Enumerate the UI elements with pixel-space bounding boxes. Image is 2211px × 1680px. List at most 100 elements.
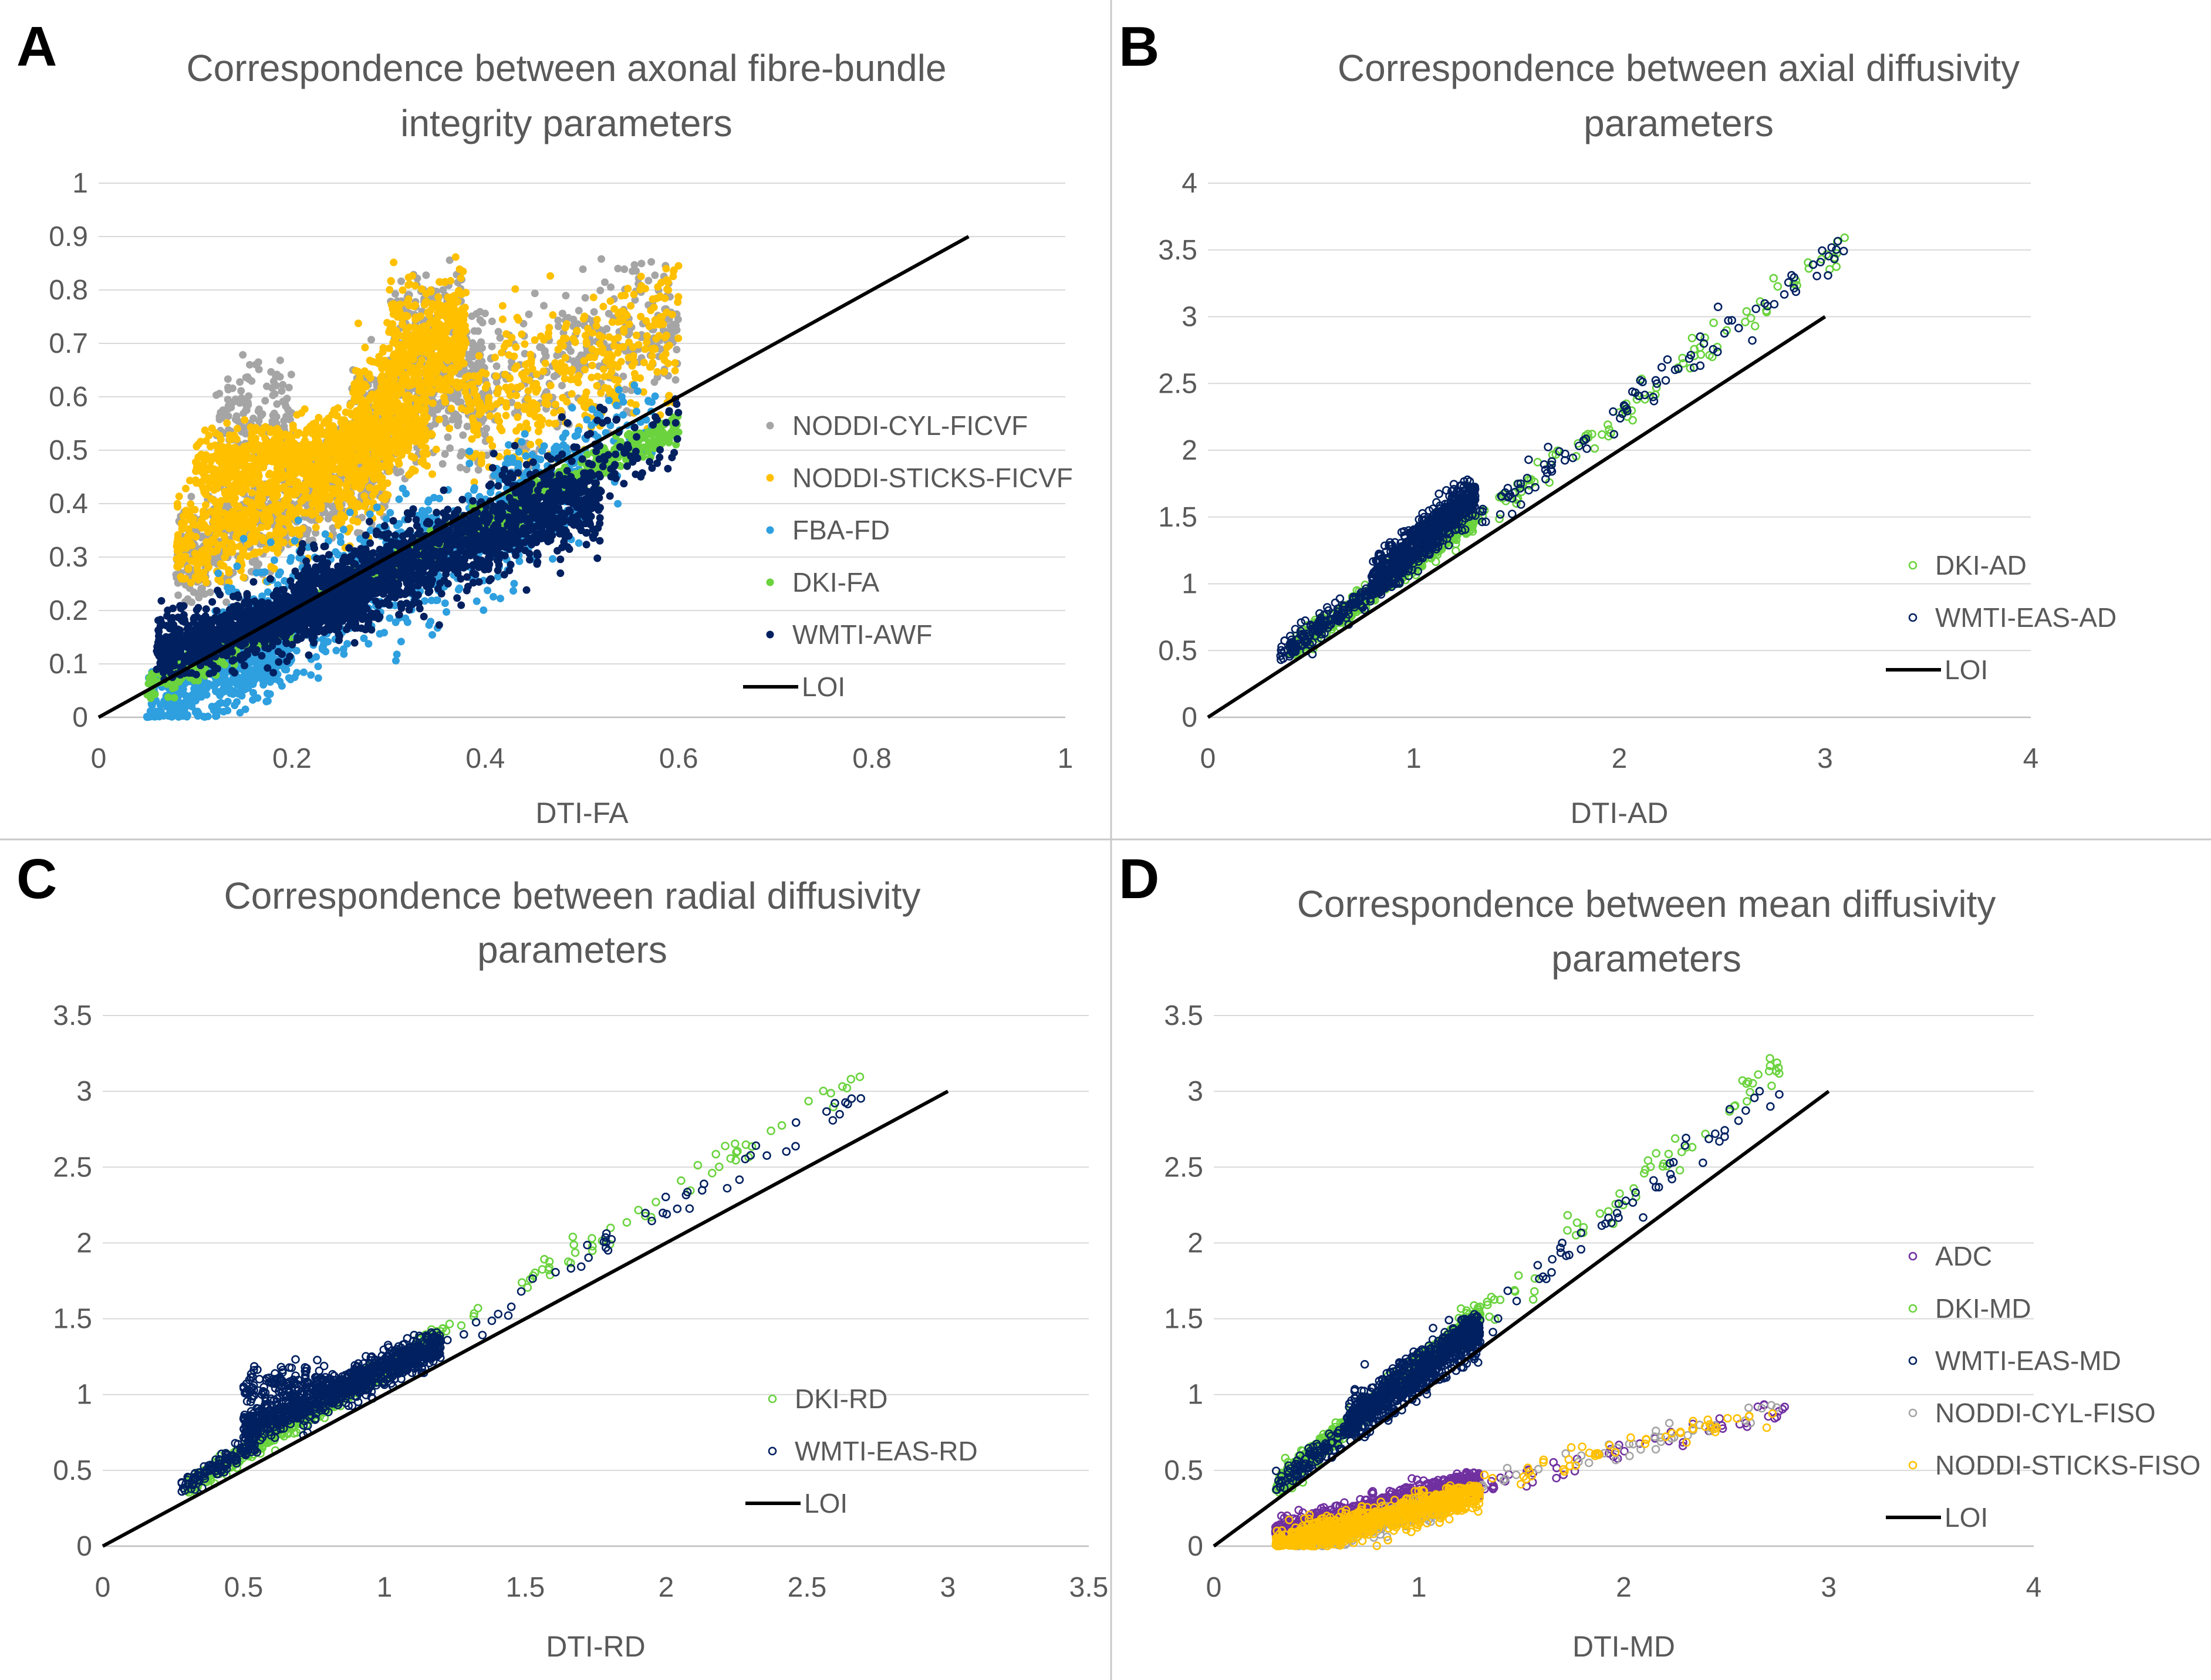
data-point <box>259 462 268 470</box>
data-point <box>496 334 504 342</box>
data-point <box>255 502 264 510</box>
data-point <box>421 407 429 416</box>
data-point <box>377 407 386 415</box>
data-point <box>643 332 651 340</box>
data-point <box>245 392 253 400</box>
data-point <box>248 558 256 566</box>
data-point <box>356 484 364 492</box>
data-point <box>470 365 478 373</box>
data-point <box>674 262 683 270</box>
data-point <box>607 283 615 291</box>
data-point <box>368 390 376 399</box>
data-point <box>438 310 446 318</box>
data-point <box>593 382 601 390</box>
data-point <box>559 394 567 402</box>
data-point <box>231 395 239 403</box>
data-point <box>366 510 374 518</box>
data-point <box>336 480 344 488</box>
data-point <box>512 343 520 351</box>
data-point <box>510 352 518 360</box>
data-point <box>463 465 471 474</box>
data-point <box>232 533 240 541</box>
data-point <box>531 336 539 344</box>
data-point <box>462 288 470 296</box>
data-point <box>647 258 656 266</box>
data-point <box>522 419 531 427</box>
data-point <box>273 485 281 494</box>
data-point <box>248 489 256 497</box>
data-point <box>221 487 229 495</box>
data-point <box>538 343 546 352</box>
data-point <box>390 427 399 435</box>
data-point <box>616 318 624 326</box>
data-point <box>539 367 548 375</box>
data-point <box>466 380 474 389</box>
data-point <box>217 436 225 444</box>
y-tick-label: 0.6 <box>49 382 88 413</box>
data-point <box>362 383 370 391</box>
data-point <box>232 698 241 706</box>
data-point <box>413 334 421 342</box>
data-point <box>407 368 416 376</box>
data-point <box>415 368 423 376</box>
data-point <box>457 398 465 406</box>
y-tick-label: 0.9 <box>49 221 88 252</box>
data-point <box>386 359 394 367</box>
data-point <box>674 293 683 301</box>
data-point <box>224 375 232 383</box>
data-point <box>411 349 419 357</box>
data-point <box>481 430 489 438</box>
data-point <box>332 515 340 523</box>
data-point <box>285 433 293 441</box>
data-point <box>498 302 507 310</box>
data-point <box>239 548 247 556</box>
data-point <box>625 338 633 346</box>
data-point <box>273 400 281 408</box>
data-point <box>198 584 206 592</box>
data-point <box>314 674 322 682</box>
data-point <box>362 498 370 506</box>
data-point <box>465 459 474 467</box>
data-point <box>644 276 653 285</box>
data-point <box>637 272 645 281</box>
data-point <box>327 461 335 470</box>
data-point <box>217 450 225 458</box>
data-point <box>352 421 360 430</box>
data-point <box>187 579 195 587</box>
data-point <box>206 463 214 471</box>
data-point <box>289 424 297 433</box>
data-point <box>276 356 284 365</box>
data-point <box>395 460 403 468</box>
data-point <box>386 286 394 294</box>
data-point <box>366 436 374 444</box>
data-point <box>212 712 220 720</box>
data-point <box>486 412 494 420</box>
data-point <box>537 421 545 429</box>
data-point <box>393 404 401 413</box>
data-point <box>223 419 231 427</box>
data-point <box>283 487 291 495</box>
data-point <box>439 322 447 330</box>
data-point <box>442 329 450 337</box>
data-point <box>545 419 553 427</box>
data-point <box>621 386 629 394</box>
data-point <box>525 403 534 411</box>
data-point <box>377 374 385 382</box>
data-point <box>421 301 429 309</box>
data-point <box>441 350 449 358</box>
data-point <box>664 286 673 294</box>
data-point <box>620 325 628 333</box>
data-point <box>469 417 477 426</box>
data-point <box>650 378 659 386</box>
data-point <box>309 493 317 501</box>
data-point <box>204 682 212 690</box>
data-point <box>397 387 406 395</box>
data-point <box>197 556 205 565</box>
data-point <box>421 444 430 452</box>
data-point <box>348 474 356 482</box>
data-point <box>401 360 409 368</box>
data-point <box>596 286 605 295</box>
data-point <box>194 712 202 720</box>
data-point <box>272 382 281 390</box>
data-point <box>421 365 430 373</box>
